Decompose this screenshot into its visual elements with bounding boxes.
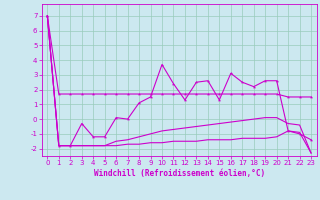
X-axis label: Windchill (Refroidissement éolien,°C): Windchill (Refroidissement éolien,°C) xyxy=(94,169,265,178)
